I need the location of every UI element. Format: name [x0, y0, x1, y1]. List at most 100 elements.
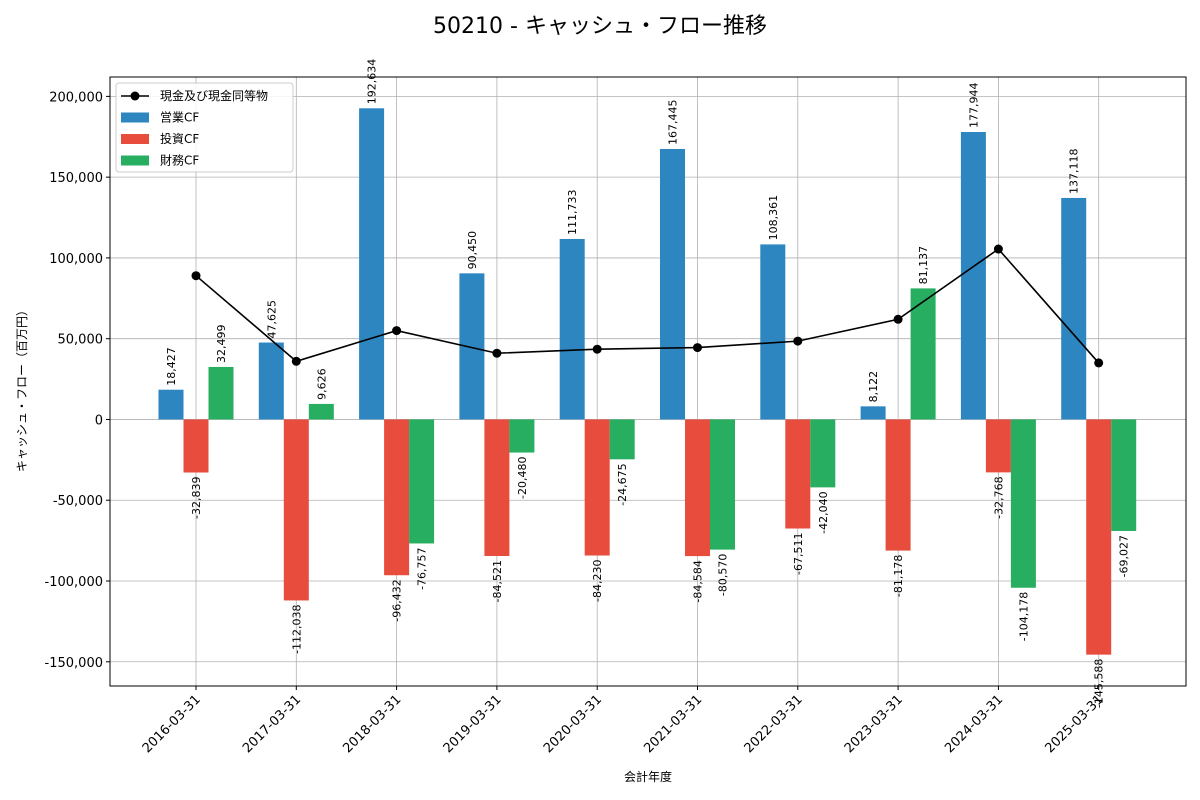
cash-point: [793, 336, 803, 346]
bar-value-label: 90,450: [466, 231, 479, 270]
bar-value-label: -84,584: [692, 560, 705, 602]
bar-value-label: 177,944: [967, 83, 980, 129]
bar: [660, 148, 685, 420]
bar-labels: 18,427 47,625 192,634 90,450 111,733 167,445 1…: [165, 59, 1131, 708]
bar: [509, 419, 535, 453]
cash-point: [1094, 358, 1104, 368]
x-axis-ticks: 2016-03-31 2017-03-31 2018-03-31 2019-03-31…: [140, 686, 1107, 756]
y-tick-label: 200,000: [49, 90, 103, 105]
bar: [760, 244, 786, 420]
legend-label: 財務CF: [160, 153, 199, 168]
x-axis-label: 会計年度: [624, 769, 672, 784]
bar: [609, 419, 635, 460]
legend-swatch: [121, 155, 149, 166]
x-tick-label: 2016-03-31: [140, 692, 204, 756]
x-tick-label: 2020-03-31: [541, 692, 605, 756]
bar: [308, 403, 334, 420]
cash-point: [592, 344, 602, 354]
grid: [110, 77, 1186, 686]
bar: [1111, 419, 1137, 531]
x-tick-label: 2017-03-31: [240, 692, 304, 756]
cash-point: [893, 314, 903, 324]
bar-value-label: 32,499: [215, 324, 228, 363]
bar: [158, 389, 184, 420]
legend-swatch: [121, 134, 149, 144]
bar-value-label: 9,626: [315, 368, 328, 400]
legend-swatch: [121, 112, 149, 123]
x-tick-label: 2019-03-31: [441, 692, 505, 756]
bar: [359, 108, 385, 420]
bar-value-label: -84,230: [591, 560, 604, 602]
bar-value-label: -32,768: [992, 476, 1005, 518]
y-tick-label: 100,000: [49, 252, 103, 267]
bar: [484, 419, 510, 556]
cash-point: [392, 326, 402, 336]
bar-value-label: 111,733: [566, 189, 579, 235]
bar: [409, 419, 435, 544]
y-tick-label: 150,000: [49, 171, 103, 186]
bar: [910, 288, 936, 420]
cash-point: [291, 356, 301, 366]
x-tick-label: 2025-03-31: [1042, 692, 1106, 756]
bar-value-label: -80,570: [717, 554, 730, 596]
legend-marker: [130, 91, 140, 101]
y-tick-label: -50,000: [53, 494, 103, 509]
bar: [710, 419, 735, 550]
x-tick-label: 2022-03-31: [742, 692, 806, 756]
bar: [584, 419, 610, 556]
cash-point: [993, 244, 1003, 254]
bar-value-label: -112,038: [290, 604, 303, 653]
legend-box: [115, 82, 294, 173]
bar-value-label: 167,445: [667, 99, 680, 145]
bar-value-label: -67,511: [792, 533, 805, 575]
bar: [559, 238, 585, 420]
bar: [860, 406, 886, 420]
cash-point: [191, 271, 201, 281]
bar-value-label: 18,427: [165, 347, 178, 386]
bar: [384, 419, 410, 576]
bar-value-label: 81,137: [917, 246, 930, 285]
x-tick-label: 2024-03-31: [942, 692, 1006, 756]
bars: [158, 108, 1137, 655]
bar-value-label: -24,675: [616, 463, 629, 505]
bar: [208, 366, 234, 420]
bar-value-label: -81,178: [892, 555, 905, 597]
bar: [885, 419, 911, 551]
bar-value-label: -42,040: [817, 491, 830, 533]
bar-value-label: -145,588: [1093, 659, 1106, 708]
legend-label: 現金及び現金同等物: [160, 88, 268, 103]
bar: [1010, 419, 1036, 588]
bar: [685, 419, 710, 557]
bar-value-label: -76,757: [416, 547, 429, 589]
legend-label: 投資CF: [160, 131, 199, 146]
y-axis-label: キャッシュ・フロー（百万円）: [15, 304, 29, 472]
bar: [810, 419, 836, 488]
plot-frame: [109, 76, 1187, 687]
bar: [1061, 197, 1087, 420]
bar-value-label: -20,480: [516, 457, 529, 499]
bar-value-label: -69,027: [1118, 535, 1131, 577]
bar-value-label: -32,839: [190, 477, 203, 519]
y-axis-ticks: -150,000 -100,000 -50,000 0 50,000 100,000 150…: [45, 90, 110, 671]
chart-title: 50210 - キャッシュ・フロー推移: [433, 14, 767, 39]
cash-line-path: [195, 247, 1100, 364]
x-tick-label: 2023-03-31: [842, 692, 906, 756]
y-tick-label: 50,000: [58, 333, 104, 348]
bar-value-label: -96,432: [391, 579, 404, 621]
bar-value-label: 8,122: [867, 371, 880, 403]
bar-value-label: 47,625: [265, 300, 278, 339]
bar: [1086, 419, 1112, 655]
bar: [785, 419, 811, 529]
bar: [283, 419, 309, 601]
cash-point: [693, 343, 702, 353]
y-tick-label: -150,000: [45, 656, 103, 671]
x-tick-label: 2018-03-31: [340, 692, 404, 756]
bar: [183, 419, 209, 473]
bar: [960, 132, 986, 420]
bar-value-label: 108,361: [767, 195, 780, 241]
bar-value-label: 192,634: [366, 59, 379, 105]
cash-line: [191, 244, 1104, 368]
bar: [985, 419, 1011, 473]
